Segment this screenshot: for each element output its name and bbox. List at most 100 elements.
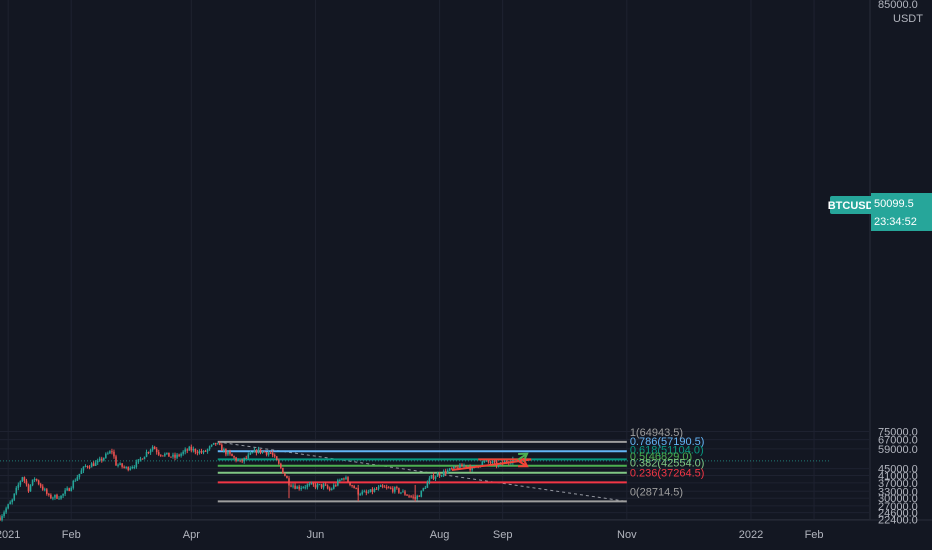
- fib-level-label: 0.618(51104.0): [630, 444, 704, 456]
- candle-body: [176, 454, 178, 458]
- candle-body: [96, 460, 99, 463]
- candle-body: [35, 478, 38, 481]
- candle-body: [141, 458, 144, 460]
- candle-body: [127, 467, 130, 470]
- candle-body: [153, 446, 156, 450]
- price-tick-label: 33000.0: [878, 486, 918, 498]
- candle-body: [212, 442, 215, 445]
- candle-body: [284, 473, 286, 476]
- candle-body: [292, 485, 294, 487]
- candle-body: [214, 442, 217, 445]
- candle-body: [139, 458, 142, 460]
- candle-body: [235, 457, 237, 461]
- candle-body: [310, 483, 313, 485]
- time-tick-label: 2021: [0, 529, 20, 541]
- time-tick-label: Nov: [617, 529, 637, 541]
- candle-body: [455, 466, 457, 468]
- candle-body: [64, 490, 66, 494]
- candle-body: [253, 449, 256, 453]
- candle-body: [406, 494, 408, 496]
- candle-body: [68, 488, 70, 491]
- candle-body: [218, 443, 221, 445]
- time-tick-label: 2022: [739, 529, 763, 541]
- candle-body: [5, 508, 7, 513]
- bearish-breakdown-arrow-head: [518, 457, 529, 468]
- candle-body: [145, 452, 148, 457]
- candle-body: [389, 487, 392, 489]
- candle-body: [186, 449, 189, 451]
- candle-body: [159, 454, 162, 456]
- candle-body: [88, 467, 91, 469]
- candle-body: [174, 454, 176, 458]
- time-tick-label: Jun: [307, 529, 325, 541]
- candle-body: [326, 485, 329, 489]
- candle-body: [178, 454, 180, 456]
- candle-body: [381, 485, 384, 487]
- candle-body: [17, 484, 20, 488]
- candle-body: [31, 479, 34, 486]
- candle-body: [3, 512, 5, 516]
- candle-body: [461, 464, 463, 467]
- trend-drawings[interactable]: [451, 452, 532, 471]
- candle-body: [273, 455, 276, 457]
- chart-grid: [0, 0, 869, 520]
- price-badge-bg: [871, 193, 932, 231]
- candle-body: [243, 457, 246, 462]
- candle-body: [196, 452, 199, 454]
- candle-body: [438, 473, 441, 477]
- candle-body: [432, 474, 435, 479]
- candle-body: [353, 486, 355, 489]
- candle-body: [263, 451, 266, 453]
- candle-body: [286, 475, 288, 479]
- price-tick-label: 24600.0: [878, 508, 918, 520]
- candle-body: [359, 494, 362, 496]
- candle-body: [430, 474, 433, 479]
- candle-body: [15, 487, 18, 494]
- price-tick-label: 75000.0: [878, 426, 918, 438]
- candle-body: [39, 484, 42, 487]
- candle-body: [149, 449, 152, 453]
- candle-body: [125, 467, 127, 469]
- candle-body: [23, 477, 26, 481]
- candle-body: [52, 497, 54, 499]
- candle-body: [444, 471, 447, 474]
- candle-body: [60, 495, 62, 499]
- candle-body: [304, 487, 307, 489]
- candle-body: [206, 449, 209, 452]
- bearish-breakdown-arrow[interactable]: [516, 459, 528, 468]
- candle-body: [367, 492, 370, 494]
- candle-body: [90, 463, 93, 468]
- candle-body: [288, 478, 290, 486]
- candle-body: [459, 464, 461, 470]
- candle-body: [86, 465, 89, 468]
- candle-body: [294, 485, 296, 489]
- candle-body: [371, 489, 374, 492]
- candle-body: [463, 465, 465, 467]
- candle-body: [98, 458, 101, 461]
- candle-body: [233, 456, 235, 458]
- bullish-breakout-arrow[interactable]: [516, 452, 528, 462]
- candle-body: [343, 478, 345, 480]
- candle-body: [363, 491, 366, 493]
- candle-body: [491, 460, 494, 463]
- candle-body: [265, 452, 268, 455]
- candle-body: [62, 493, 64, 496]
- fibonacci-retracement[interactable]: 1(64943.5)0.786(57190.5)0.618(51104.0)0.…: [217, 427, 705, 503]
- candle-body: [74, 480, 77, 482]
- candle-body: [225, 449, 227, 455]
- symbol-badge[interactable]: BTCUSDT: [828, 196, 881, 214]
- candle-body: [249, 452, 252, 455]
- candle-body: [192, 448, 195, 451]
- candle-body: [385, 487, 388, 489]
- candle-body: [245, 457, 248, 459]
- candle-body: [188, 446, 191, 451]
- time-axis[interactable]: 2021 Feb Apr Jun Aug Sep Nov 2022 Feb: [0, 529, 824, 541]
- candle-body: [46, 489, 48, 494]
- candle-body: [261, 451, 264, 453]
- time-tick-label: Feb: [62, 529, 81, 541]
- price-axis[interactable]: 85000.0 USDT 22400.024600.027000.030000.…: [878, 0, 923, 527]
- candle-body: [107, 453, 109, 455]
- candle-body: [271, 452, 274, 456]
